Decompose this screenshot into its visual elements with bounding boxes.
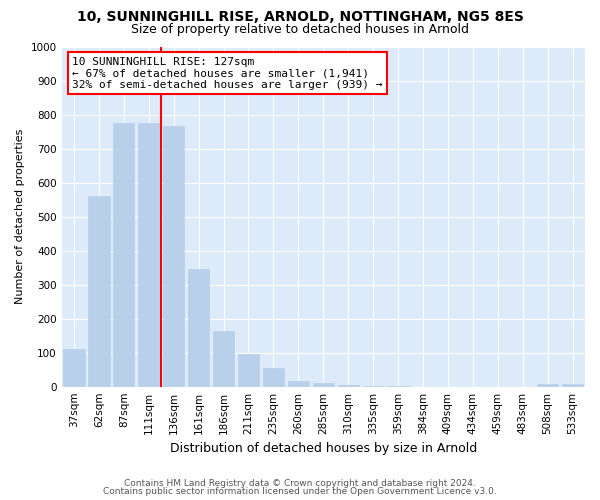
Bar [288,380,309,386]
Bar [188,270,209,386]
Text: 10 SUNNINGHILL RISE: 127sqm
← 67% of detached houses are smaller (1,941)
32% of : 10 SUNNINGHILL RISE: 127sqm ← 67% of det… [72,56,383,90]
Bar [138,123,160,386]
Bar [562,384,583,386]
Bar [113,123,134,386]
Bar [213,331,234,386]
Bar [88,196,110,386]
Bar [537,384,558,386]
Bar [163,126,184,386]
Bar [338,385,359,386]
Text: Size of property relative to detached houses in Arnold: Size of property relative to detached ho… [131,22,469,36]
X-axis label: Distribution of detached houses by size in Arnold: Distribution of detached houses by size … [170,442,477,455]
Y-axis label: Number of detached properties: Number of detached properties [15,129,25,304]
Bar [238,354,259,386]
Bar [263,368,284,386]
Text: Contains public sector information licensed under the Open Government Licence v3: Contains public sector information licen… [103,487,497,496]
Bar [64,350,85,387]
Text: 10, SUNNINGHILL RISE, ARNOLD, NOTTINGHAM, NG5 8ES: 10, SUNNINGHILL RISE, ARNOLD, NOTTINGHAM… [77,10,523,24]
Text: Contains HM Land Registry data © Crown copyright and database right 2024.: Contains HM Land Registry data © Crown c… [124,478,476,488]
Bar [313,383,334,386]
